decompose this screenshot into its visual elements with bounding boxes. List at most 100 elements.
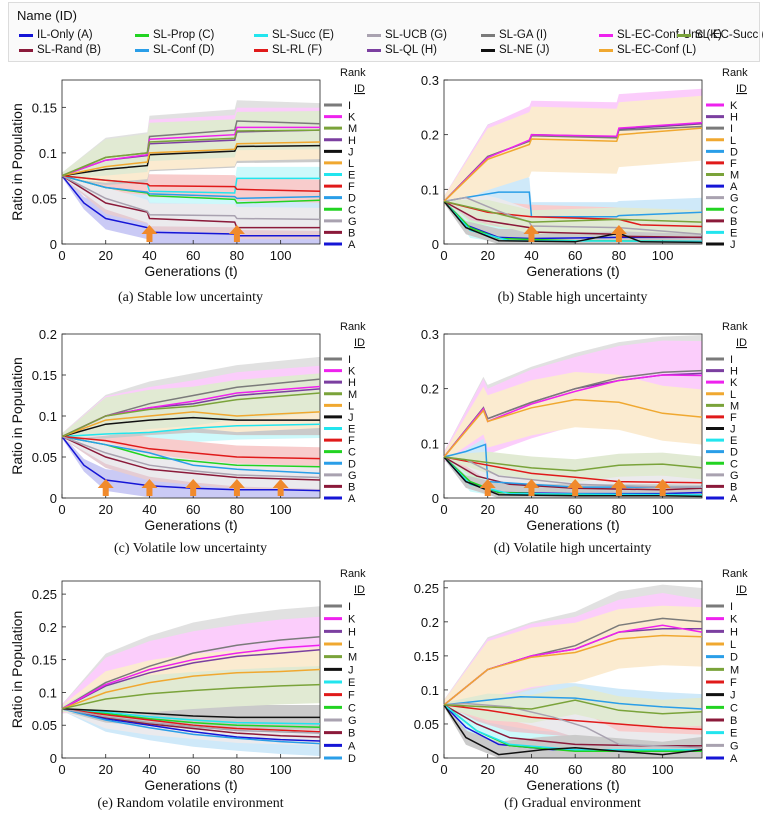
- rank-label: M: [348, 652, 357, 664]
- band-D: [444, 681, 702, 724]
- band-F: [62, 429, 320, 471]
- change-arrow: [654, 479, 671, 496]
- rank-label: J: [348, 146, 354, 158]
- chart-panel-b: 0 0.1 0.2 0.3 0 20 40 60 80 100 Generations (t) Ran…: [382, 62, 763, 314]
- y-axis-label: Ratio in Population: [9, 611, 25, 729]
- rank-title: Rank: [722, 568, 748, 580]
- legend-swatch: [367, 33, 381, 37]
- x-tick-label: 100: [270, 502, 292, 517]
- rank-label: H: [730, 112, 738, 124]
- series-line-E: [443, 200, 703, 243]
- band-M: [444, 451, 702, 483]
- rank-label: C: [730, 204, 738, 216]
- band-K: [62, 365, 320, 440]
- chart-svg: 0 0.05 0.1 0.15 0.2 0 20 40 60 80 100 Generations (…: [9, 321, 366, 533]
- rank-label: B: [730, 481, 737, 493]
- rank-label: M: [730, 400, 739, 412]
- x-tick-label: 40: [142, 502, 156, 517]
- rank-label: M: [348, 389, 357, 401]
- series-line-M: [443, 699, 703, 715]
- legend-item-E: SL-Succ (E): [254, 29, 334, 41]
- legend-label: SL-EC-Succ (M): [695, 29, 763, 41]
- band-J: [444, 199, 702, 244]
- series-line-F: [61, 435, 321, 460]
- y-tick-label: 0.05: [32, 718, 57, 733]
- series-line-K: [61, 644, 321, 710]
- x-axis-label: Generations (t): [526, 777, 619, 793]
- x-tick-label: 40: [142, 248, 156, 263]
- series-line-D: [443, 695, 703, 710]
- caption-e: (e) Random volatile environment: [97, 796, 284, 811]
- chart-panel-c: 0 0.05 0.1 0.15 0.2 0 20 40 60 80 100 Generations (…: [0, 316, 381, 568]
- legend-swatch: [135, 48, 149, 52]
- x-tick-label: 40: [142, 762, 156, 777]
- rank-title: Rank: [722, 321, 748, 333]
- band-K: [62, 107, 320, 179]
- plot-frame: [443, 333, 703, 499]
- rank-title: Rank: [340, 67, 366, 79]
- rank-label: I: [348, 100, 351, 112]
- legend-swatch: [677, 33, 691, 37]
- rank-label: E: [730, 227, 737, 239]
- legend-item-M: SL-EC-Succ (M): [677, 29, 763, 41]
- x-axis-label: Generations (t): [144, 517, 237, 533]
- y-tick-label: 0.05: [32, 191, 57, 206]
- series-line-L: [61, 411, 321, 438]
- rank-label: C: [348, 702, 356, 714]
- legend-item-F: SL-RL (F): [254, 44, 322, 56]
- x-tick-label: 0: [440, 502, 447, 517]
- rank-label: H: [348, 135, 356, 147]
- band-I: [62, 356, 320, 440]
- change-arrow: [228, 225, 245, 242]
- y-tick-label: 0.25: [414, 581, 439, 596]
- plot-frame: [61, 79, 321, 245]
- series-line-J: [443, 704, 703, 756]
- rank-label: H: [348, 626, 356, 638]
- rank-label: K: [730, 377, 738, 389]
- y-tick-label: 0: [432, 237, 439, 252]
- y-tick-label: 0.2: [421, 615, 439, 630]
- series-line-F: [443, 456, 703, 484]
- series-line-G: [61, 435, 321, 479]
- y-tick-label: 0.05: [32, 450, 57, 465]
- x-tick-label: 80: [230, 502, 244, 517]
- chart-svg: 0 0.1 0.2 0.3 0 20 40 60 80 100 Generations (t) Ran…: [421, 321, 748, 533]
- rank-label: E: [348, 677, 355, 689]
- rank-label: F: [730, 412, 737, 424]
- series-line-M: [61, 129, 321, 177]
- series-line-M: [61, 392, 321, 438]
- y-tick-label: 0.15: [32, 368, 57, 383]
- rank-label: B: [730, 715, 737, 727]
- x-tick-label: 80: [230, 248, 244, 263]
- plot-frame: [443, 79, 703, 245]
- legend-label: SL-Succ (E): [272, 29, 334, 41]
- band-H: [444, 90, 702, 207]
- x-tick-label: 100: [270, 248, 292, 263]
- band-E: [444, 199, 702, 244]
- series-line-B: [61, 435, 321, 481]
- x-tick-label: 40: [524, 502, 538, 517]
- rank-subtitle: ID: [354, 83, 365, 95]
- band-K: [444, 88, 702, 207]
- rank-label: K: [348, 366, 356, 378]
- band-L: [62, 124, 320, 183]
- legend-item-L: SL-EC-Conf (L): [599, 44, 696, 56]
- rank-label: G: [730, 740, 739, 752]
- band-M: [444, 686, 702, 728]
- legend-swatch: [481, 48, 495, 52]
- legend-label: SL-EC-Conf-Unc (K): [617, 29, 722, 41]
- plot-frame: [443, 580, 703, 759]
- y-tick-label: 0: [432, 491, 439, 506]
- band-C: [444, 199, 702, 244]
- x-axis-label: Generations (t): [526, 517, 619, 533]
- change-arrow: [523, 479, 540, 496]
- band-L: [444, 372, 702, 462]
- caption-c: (c) Volatile low uncertainty: [113, 541, 268, 556]
- rank-label: I: [348, 354, 351, 366]
- rank-label: C: [348, 204, 356, 216]
- rank-title: Rank: [340, 321, 366, 333]
- x-axis-label: Generations (t): [144, 263, 237, 279]
- rank-label: A: [730, 493, 738, 505]
- legend-item-D: SL-Conf (D): [135, 44, 214, 56]
- x-tick-label: 80: [230, 762, 244, 777]
